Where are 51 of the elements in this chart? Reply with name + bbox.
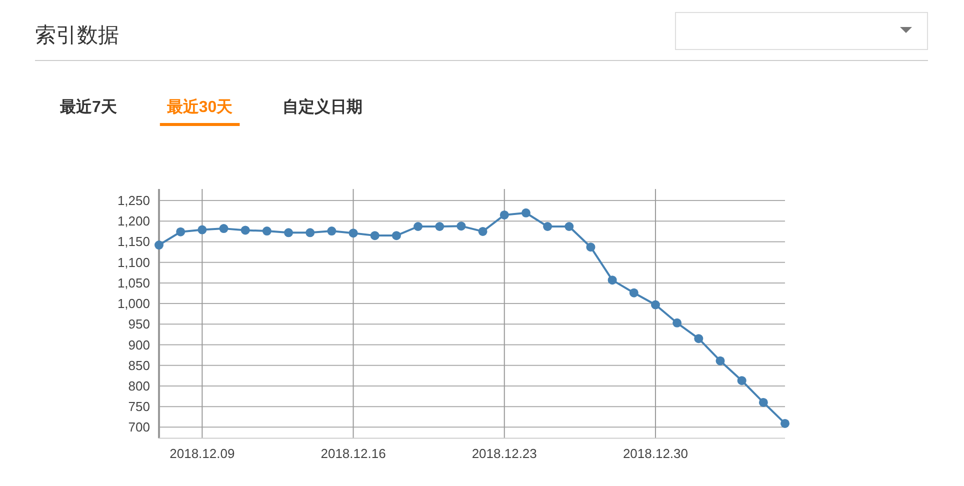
y-tick-label: 950: [128, 316, 150, 332]
point: [608, 276, 617, 285]
point: [348, 228, 358, 238]
point: [758, 398, 768, 407]
y-tick-label: 1,200: [117, 214, 150, 229]
point: [262, 226, 272, 236]
point: [219, 224, 228, 234]
point: [176, 227, 186, 236]
point: [694, 334, 704, 344]
y-tick-label: 700: [128, 420, 150, 435]
y-tick-label: 1,150: [117, 234, 150, 250]
y-tick-label: 800: [128, 378, 150, 394]
point: [392, 231, 401, 240]
point: [198, 225, 207, 234]
point: [564, 222, 574, 231]
x-tick-label: 2018.12.30: [622, 446, 688, 461]
text: 自定义日期: [282, 98, 363, 116]
point: [780, 418, 790, 428]
point: [672, 318, 682, 328]
x-tick-label: 2018.12.09: [170, 446, 235, 461]
x-tick-label: 2018.12.23: [472, 446, 537, 461]
point: [327, 226, 336, 236]
y-tick-label: 750: [128, 399, 150, 414]
point: [154, 240, 164, 250]
point: [284, 228, 294, 238]
point: [414, 222, 423, 231]
point: [478, 226, 488, 236]
y-tick-label: 1,050: [117, 275, 150, 290]
point: [586, 242, 596, 252]
text: 最近7天: [59, 98, 118, 116]
point: [306, 228, 315, 238]
y-tick-label: 1,000: [117, 296, 150, 312]
y-tick-label: 900: [128, 337, 150, 352]
point: [500, 210, 509, 220]
y-tick-label: 1,250: [117, 193, 150, 208]
point: [370, 231, 380, 240]
point: [456, 222, 466, 231]
point: [737, 376, 746, 386]
point: [521, 208, 530, 218]
y-tick-label: 1,100: [117, 254, 150, 270]
point: [543, 222, 552, 231]
point: [650, 300, 660, 310]
point: [629, 288, 638, 298]
point: [435, 222, 444, 231]
point: [716, 356, 725, 366]
x-tick-label: 2018.12.16: [320, 446, 386, 461]
point: [240, 226, 250, 235]
chart-subtitle: 最近30天: [166, 98, 234, 116]
y-tick-label: 850: [128, 358, 150, 373]
header: 索引数据: [34, 24, 928, 61]
chart-title: 索引数据: [35, 24, 119, 47]
